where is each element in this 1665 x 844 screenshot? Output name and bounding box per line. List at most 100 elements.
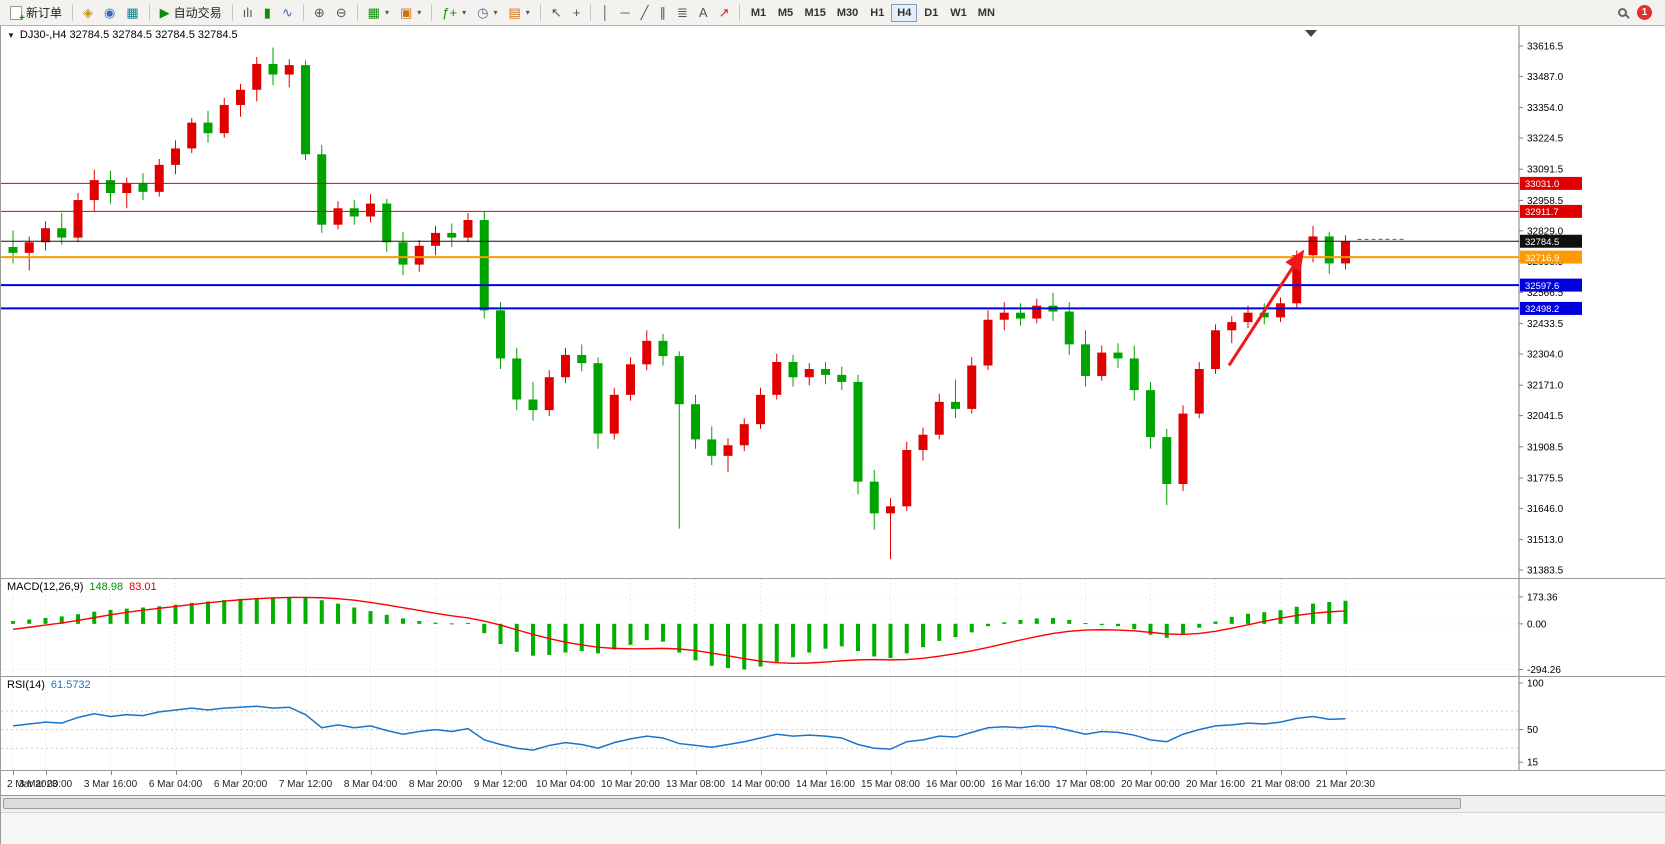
indicators-icon: ƒ+: [442, 5, 458, 20]
svg-text:31513.0: 31513.0: [1527, 535, 1564, 546]
cursor-button[interactable]: ↖: [546, 3, 567, 23]
periods-button[interactable]: ◷ ▾: [472, 3, 502, 23]
time-axis-label: 21 Mar 08:00: [1251, 779, 1310, 790]
time-axis-label: 10 Mar 20:00: [601, 779, 660, 790]
timeframe-w1[interactable]: W1: [945, 4, 972, 22]
trendline-icon: ╱: [640, 5, 649, 20]
svg-text:173.36: 173.36: [1527, 592, 1558, 603]
toolbar-separator: [539, 4, 541, 21]
chart-shift-marker: [1305, 30, 1317, 37]
time-tick: [565, 771, 567, 775]
market-watch-button[interactable]: ◈: [78, 3, 98, 23]
fibonacci-icon: ≣: [676, 5, 688, 20]
svg-text:31383.5: 31383.5: [1527, 566, 1564, 577]
time-axis-label: 20 Mar 00:00: [1121, 779, 1180, 790]
arrows-tool-icon: ↗: [718, 5, 730, 20]
macd-chart[interactable]: 173.36 0.00 -294.26: [1, 579, 1665, 676]
autotrading-play-icon: ▶: [159, 5, 170, 20]
macd-value-signal: 83.01: [129, 581, 157, 593]
macd-signal-line: [12, 596, 1346, 665]
timeframe-d1[interactable]: D1: [918, 4, 944, 22]
macd-label: MACD(12,26,9) 148.98 83.01: [7, 581, 163, 593]
templates-button[interactable]: ▤ ▾: [504, 3, 535, 23]
time-tick: [175, 771, 177, 775]
time-tick: [1020, 771, 1022, 775]
indicators-button[interactable]: ƒ+ ▾: [437, 3, 471, 23]
navigator-button[interactable]: ◉: [99, 3, 120, 23]
price-tag: [1520, 301, 1582, 315]
horizontal-line-button[interactable]: ─: [615, 3, 634, 23]
zoom-in-icon: ⊕: [313, 5, 325, 20]
collapse-icon[interactable]: ▼: [7, 30, 15, 40]
vertical-line-button[interactable]: │: [596, 3, 614, 23]
channel-button[interactable]: ∥: [654, 3, 671, 23]
time-axis-label: 21 Mar 20:30: [1316, 779, 1375, 790]
time-axis-label: 20 Mar 16:00: [1186, 779, 1245, 790]
toolbar-separator: [590, 4, 592, 21]
timeframe-h4[interactable]: H4: [891, 3, 918, 22]
rsi-chart[interactable]: 100 50 15: [1, 677, 1665, 770]
candlestick-chart-button[interactable]: ▮: [259, 3, 276, 23]
window-bottom-filler: [1, 812, 1665, 844]
arrows-button[interactable]: ↗: [714, 3, 735, 23]
svg-text:32433.5: 32433.5: [1527, 319, 1564, 330]
macd-histogram: [11, 596, 1348, 670]
autotrading-button[interactable]: ▶ 自动交易: [155, 3, 227, 23]
notification-badge: 1: [1637, 5, 1652, 20]
price-tag: [1520, 278, 1582, 292]
timeframe-m15[interactable]: M15: [799, 4, 830, 22]
fibonacci-button[interactable]: ≣: [672, 3, 693, 23]
svg-text:32041.5: 32041.5: [1527, 411, 1564, 422]
time-tick: [435, 771, 437, 775]
price-tag: [1520, 204, 1582, 218]
svg-text:32597.6: 32597.6: [1525, 281, 1559, 292]
rsi-value: 61.5732: [50, 679, 91, 691]
timeframe-m1[interactable]: M1: [745, 4, 771, 22]
profiles-button[interactable]: ▣ ▾: [395, 3, 426, 23]
new-order-button[interactable]: 新订单: [5, 3, 67, 24]
timeframe-m5[interactable]: M5: [772, 4, 798, 22]
chart-window: ▼ DJ30-,H4 32784.5 32784.5 32784.5 32784…: [0, 26, 1665, 844]
profiles-icon: ▣: [399, 5, 413, 20]
svg-text:33031.0: 33031.0: [1525, 179, 1559, 190]
time-tick: [760, 771, 762, 775]
time-tick: [1345, 771, 1347, 775]
search-icon[interactable]: [1618, 8, 1627, 17]
timeframe-m30[interactable]: M30: [832, 4, 863, 22]
rsi-pane: RSI(14) 61.5732 100 50 15: [1, 677, 1665, 771]
vertical-line-icon: │: [601, 5, 610, 20]
price-chart[interactable]: 33616.5 33487.0 33354.0 33224.5 33091.5 32958…: [1, 26, 1665, 578]
time-axis-label: 7 Mar 12:00: [278, 779, 333, 790]
timeframe-h1[interactable]: H1: [864, 4, 890, 22]
price-tag: [1520, 250, 1582, 264]
scrollbar-thumb[interactable]: [3, 798, 1461, 809]
symbol-ohlc-text: DJ30-,H4 32784.5 32784.5 32784.5 32784.5: [19, 29, 238, 41]
text-button[interactable]: A: [694, 3, 713, 23]
svg-text:32911.7: 32911.7: [1525, 207, 1559, 218]
time-tick: [630, 771, 632, 775]
zoom-out-button[interactable]: ⊖: [331, 3, 352, 23]
time-axis-label: 14 Mar 16:00: [796, 779, 855, 790]
new-order-icon: [10, 5, 25, 24]
terminal-button[interactable]: ▦: [121, 3, 143, 23]
svg-text:32171.0: 32171.0: [1527, 381, 1564, 392]
time-axis-label: 16 Mar 00:00: [926, 779, 985, 790]
timeframe-mn[interactable]: MN: [973, 4, 1000, 22]
time-tick: [240, 771, 242, 775]
trendline-button[interactable]: ╱: [636, 3, 654, 23]
cursor-icon: ↖: [550, 5, 562, 20]
svg-text:33616.5: 33616.5: [1527, 42, 1564, 53]
new-chart-button[interactable]: ▦ ▾: [363, 3, 394, 23]
svg-text:32566.5: 32566.5: [1527, 288, 1564, 299]
chevron-down-icon: ▾: [525, 8, 530, 17]
line-chart-button[interactable]: ∿: [277, 3, 298, 23]
bar-chart-button[interactable]: ılı: [238, 3, 258, 23]
toolbar-separator: [302, 4, 304, 21]
channel-icon: ∥: [659, 5, 666, 20]
crosshair-button[interactable]: +: [568, 3, 586, 23]
svg-text:32498.2: 32498.2: [1525, 304, 1559, 315]
time-axis-label: 14 Mar 00:00: [731, 779, 790, 790]
horizontal-scrollbar[interactable]: [1, 796, 1665, 812]
zoom-in-button[interactable]: ⊕: [309, 3, 330, 23]
svg-text:33224.5: 33224.5: [1527, 133, 1564, 144]
